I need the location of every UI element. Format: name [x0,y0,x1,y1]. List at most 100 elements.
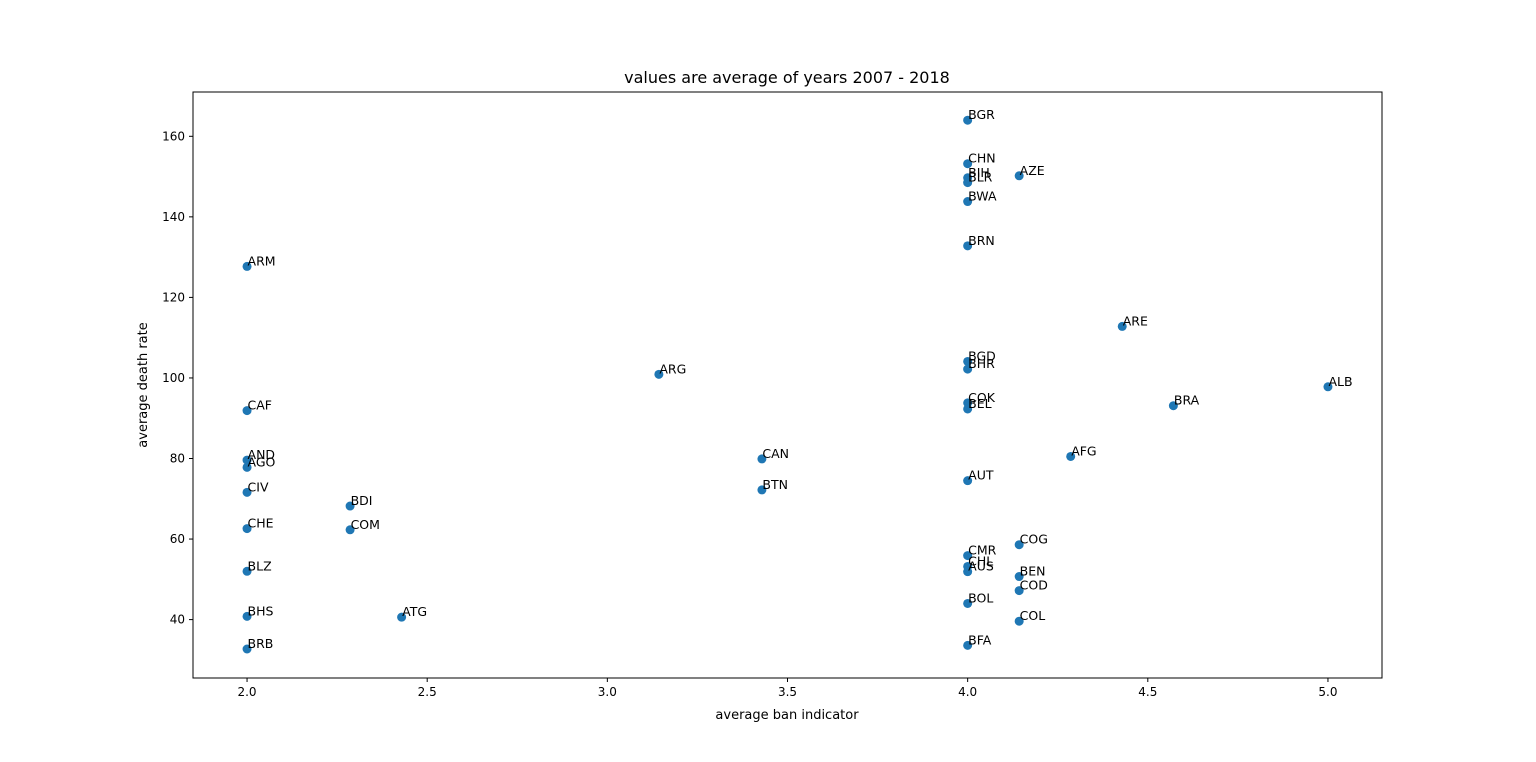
data-point-bol [963,598,973,608]
data-point-chn [963,159,973,169]
y-axis-label: average death rate [136,322,151,447]
data-label-civ: CIV [248,479,269,494]
data-point-and [242,455,252,465]
data-point-brb [242,644,252,654]
data-label-bgr: BGR [968,107,995,122]
data-point-blz [242,566,252,576]
data-label-bel: BEL [968,396,991,411]
data-label-ben: BEN [1020,564,1046,579]
data-label-bwa: BWA [968,189,997,204]
data-point-atg [397,612,407,622]
data-label-che: CHE [248,516,274,531]
data-label-cod: COD [1020,578,1048,593]
data-point-caf [242,406,252,416]
data-label-alb: ALB [1328,374,1352,389]
data-label-ago: AGO [248,454,276,469]
data-point-are [1117,321,1127,331]
data-point-brn [963,241,973,251]
data-point-che [242,524,252,534]
data-label-bdi: BDI [351,493,373,508]
data-point-aze [1014,171,1024,181]
data-label-aus: AUS [968,559,994,574]
data-label-col: COL [1020,608,1046,623]
y-tick-label: 140 [162,210,185,224]
data-point-arm [242,261,252,271]
data-point-ago [242,462,252,472]
data-label-brb: BRB [248,636,274,651]
data-label-arg: ARG [659,361,686,376]
data-points [242,115,1333,654]
y-tick-label: 120 [162,290,185,304]
data-point-bdi [345,501,355,511]
data-point-aut [963,476,973,486]
x-tick-label: 4.5 [1138,685,1157,699]
data-label-aut: AUT [968,468,994,483]
x-axis-ticks: 2.0 2.5 3.0 3.5 4.0 4.5 5.0 [237,678,1338,699]
data-label-aze: AZE [1020,163,1045,178]
data-point-bra [1168,401,1178,411]
x-tick-label: 3.5 [778,685,797,699]
data-label-cmr: CMR [968,543,997,558]
data-point-bfa [963,640,973,650]
data-point-can [757,454,767,464]
data-label-arm: ARM [248,253,276,268]
data-point-col [1014,616,1024,626]
chart-title: values are average of years 2007 - 2018 [624,68,950,87]
data-point-bgd [963,356,973,366]
data-label-bfa: BFA [968,632,992,647]
data-point-btn [757,485,767,495]
data-label-blz: BLZ [248,558,272,573]
data-point-cog [1014,540,1024,550]
y-axis-ticks: 40 60 80 100 120 140 160 [162,129,193,627]
data-label-com: COM [351,517,380,532]
y-tick-label: 160 [162,129,185,143]
data-label-bgd: BGD [968,348,996,363]
data-point-civ [242,487,252,497]
plot-frame [192,91,1383,679]
data-label-atg: ATG [402,604,427,619]
data-point-bhr [963,364,973,374]
x-tick-label: 4.0 [958,685,977,699]
data-point-bgr [963,115,973,125]
data-point-afg [1066,451,1076,461]
y-tick-label: 100 [162,371,185,385]
data-label-are: ARE [1123,313,1148,328]
data-label-bih: BIH [968,165,990,180]
data-label-chn: CHN [968,151,995,166]
data-point-bhs [242,611,252,621]
x-tick-label: 3.0 [598,685,617,699]
data-point-aus [963,567,973,577]
data-point-blr [963,178,973,188]
data-point-bwa [963,197,973,207]
y-tick-label: 80 [170,452,185,466]
x-tick-label: 2.5 [418,685,437,699]
data-point-arg [654,369,664,379]
data-label-caf: CAF [248,398,272,413]
x-tick-label: 2.0 [237,685,256,699]
data-point-bel [963,404,973,414]
y-tick-label: 40 [170,613,185,627]
data-label-bol: BOL [968,590,993,605]
y-tick-label: 60 [170,532,185,546]
data-label-bhr: BHR [968,356,995,371]
data-label-bhs: BHS [248,603,274,618]
x-axis-label: average ban indicator [715,708,859,723]
data-label-btn: BTN [762,477,788,492]
data-label-and: AND [248,447,276,462]
x-tick-label: 5.0 [1318,685,1337,699]
data-label-can: CAN [762,446,789,461]
data-point-alb [1323,382,1333,392]
data-label-brn: BRN [968,233,995,248]
data-point-cod [1014,586,1024,596]
data-label-cok: COK [968,390,996,405]
data-point-com [345,525,355,535]
data-point-ben [1014,572,1024,582]
data-label-afg: AFG [1071,443,1096,458]
data-label-cog: COG [1020,532,1048,547]
data-label-chl: CHL [968,553,993,568]
data-label-bra: BRA [1174,393,1200,408]
data-point-cmr [963,551,973,561]
